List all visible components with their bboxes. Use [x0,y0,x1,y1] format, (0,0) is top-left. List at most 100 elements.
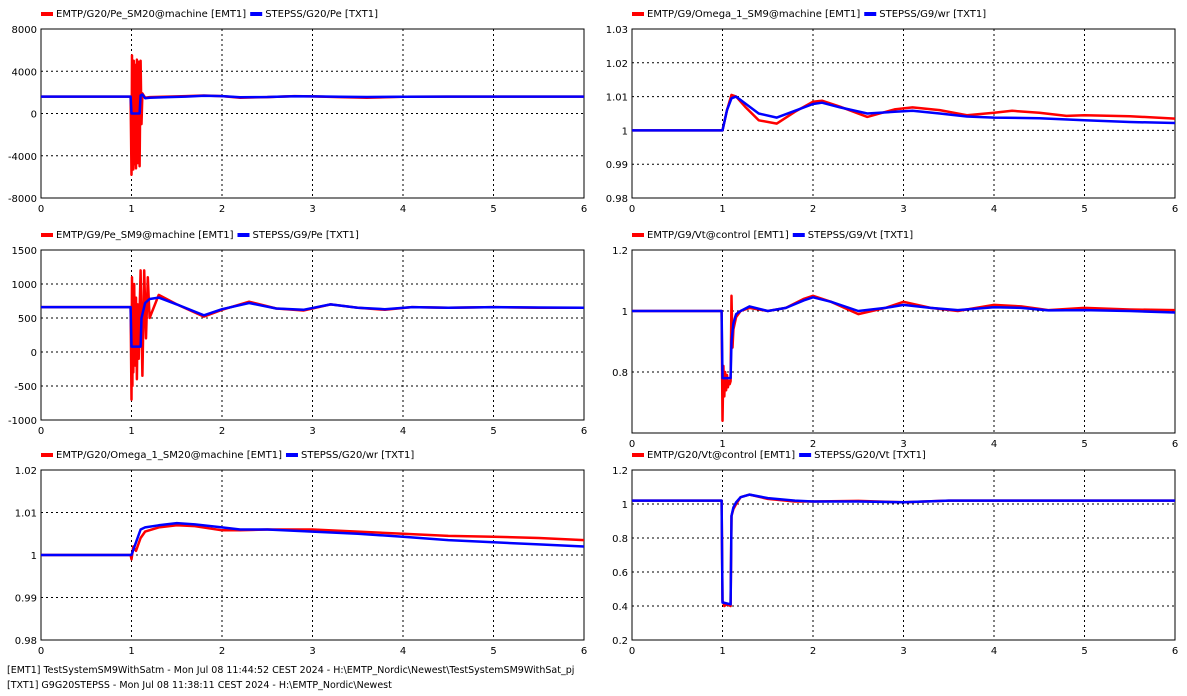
y-tick-label: 1 [622,126,628,137]
x-tick-label: 0 [629,439,635,450]
y-tick-label: 1500 [12,246,37,257]
legend-swatch [864,12,877,16]
y-tick-label: -500 [14,382,37,393]
legend-label-emtp: EMTP/G9/Pe_SM9@machine [EMT1] [56,230,234,241]
chart-panel-4: 0 1 2 3 4 5 6 0.8 1 1.2 EMTP/G9/Vt@control [EMT1] S… [612,230,1178,450]
x-tick-label: 2 [219,426,225,437]
x-tick-label: 5 [490,426,496,437]
x-tick-label: 1 [719,439,725,450]
chart-panel-3: 0 1 2 3 4 5 6 -1000 -500 0 500 1000 1500 EMTP/G9/Pe_S… [8,230,587,437]
legend-swatch [799,453,812,457]
series-line-stepss [632,493,1175,606]
y-tick-label: 0.8 [612,534,628,545]
chart-panel-2: 0 1 2 3 4 5 6 0.98 0.99 1 1.01 1.02 1.03 EMTP/G9/Omeg… [606,9,1178,215]
legend-label-stepss: STEPSS/G9/wr [TXT1] [879,9,986,20]
legend-swatch [632,12,644,16]
x-tick-label: 0 [38,204,44,215]
x-tick-label: 5 [1081,439,1087,450]
x-tick-label: 6 [581,646,587,657]
y-tick-label: 8000 [12,25,37,36]
legend-swatch [41,12,53,16]
series-line-stepss [41,93,584,115]
x-tick-label: 4 [991,439,997,450]
y-tick-label: 0 [31,110,37,121]
y-tick-label: 0.98 [606,194,628,205]
x-tick-label: 3 [900,439,906,450]
y-tick-label: 0.6 [612,568,628,579]
legend-label-emtp: EMTP/G20/Omega_1_SM20@machine [EMT1] [56,450,282,461]
x-tick-label: 4 [400,426,406,437]
x-tick-label: 1 [128,204,134,215]
legend-swatch [632,233,644,237]
y-tick-label: 1 [622,307,628,318]
y-tick-label: -1000 [8,416,37,427]
series-line-stepss [632,95,1175,132]
x-tick-label: 5 [490,646,496,657]
x-tick-label: 4 [400,204,406,215]
legend-label-emtp: EMTP/G9/Omega_1_SM9@machine [EMT1] [647,9,860,20]
series-line-stepss [41,296,584,348]
y-tick-label: 0.99 [606,160,628,171]
x-tick-label: 3 [900,204,906,215]
x-tick-label: 2 [810,439,816,450]
y-tick-label: 1.01 [15,509,37,520]
x-tick-label: 1 [719,646,725,657]
legend-swatch [41,233,53,237]
series-line-stepss [41,521,584,557]
chart-panel-5: 0 1 2 3 4 5 6 0.98 0.99 1 1.01 1.02 EMTP/G20/Omega_1… [15,450,587,657]
x-tick-label: 3 [900,646,906,657]
x-tick-label: 4 [400,646,406,657]
x-tick-label: 2 [810,204,816,215]
legend-swatch [41,453,53,457]
y-tick-label: 1.02 [606,59,628,70]
x-tick-label: 2 [219,204,225,215]
legend-label-stepss: STEPSS/G20/Vt [TXT1] [814,450,926,461]
y-tick-label: 0.2 [612,636,628,647]
y-tick-label: 4000 [12,67,37,78]
legend-swatch [250,12,263,16]
x-tick-label: 6 [1172,439,1178,450]
y-tick-label: -4000 [8,152,37,163]
legend-swatch [632,453,644,457]
x-tick-label: 0 [629,204,635,215]
y-tick-label: 0.4 [612,602,628,613]
footer-txt1-info: [TXT1] G9G20STEPSS - Mon Jul 08 11:38:11… [7,680,392,691]
x-tick-label: 6 [1172,646,1178,657]
legend-label-stepss: STEPSS/G9/Vt [TXT1] [808,230,913,241]
y-tick-label: 0.98 [15,636,37,647]
x-tick-label: 1 [128,426,134,437]
x-tick-label: 3 [309,426,315,437]
y-tick-label: 500 [18,314,37,325]
chart-panel-1: 0 1 2 3 4 5 6 -8000 -4000 0 4000 8000 EMTP/G20/Pe_SM… [8,9,587,215]
y-tick-label: 1000 [12,280,37,291]
x-tick-label: 5 [1081,646,1087,657]
x-tick-label: 0 [38,646,44,657]
legend-label-emtp: EMTP/G20/Vt@control [EMT1] [647,450,795,461]
x-tick-label: 1 [719,204,725,215]
legend-label-stepss: STEPSS/G20/wr [TXT1] [301,450,414,461]
x-tick-label: 3 [309,204,315,215]
x-tick-label: 3 [309,646,315,657]
x-tick-label: 6 [581,426,587,437]
legend-label-emtp: EMTP/G20/Pe_SM20@machine [EMT1] [56,9,246,20]
y-tick-label: 0.8 [612,368,628,379]
legend-label-stepss: STEPSS/G9/Pe [TXT1] [252,230,359,241]
series-line-stepss [632,296,1175,380]
x-tick-label: 5 [1081,204,1087,215]
y-tick-label: 1.2 [612,466,628,477]
y-tick-label: 0 [31,348,37,359]
x-tick-label: 2 [219,646,225,657]
y-tick-label: 1.2 [612,246,628,257]
x-tick-label: 6 [1172,204,1178,215]
x-tick-label: 4 [991,646,997,657]
x-tick-label: 5 [490,204,496,215]
legend-label-emtp: EMTP/G9/Vt@control [EMT1] [647,230,789,241]
legend-label-stepss: STEPSS/G20/Pe [TXT1] [265,9,378,20]
y-tick-label: 0.99 [15,594,37,605]
x-tick-label: 4 [991,204,997,215]
y-tick-label: 1.03 [606,25,628,36]
y-tick-label: -8000 [8,194,37,205]
legend-swatch [285,453,298,457]
y-tick-label: 1 [31,551,37,562]
